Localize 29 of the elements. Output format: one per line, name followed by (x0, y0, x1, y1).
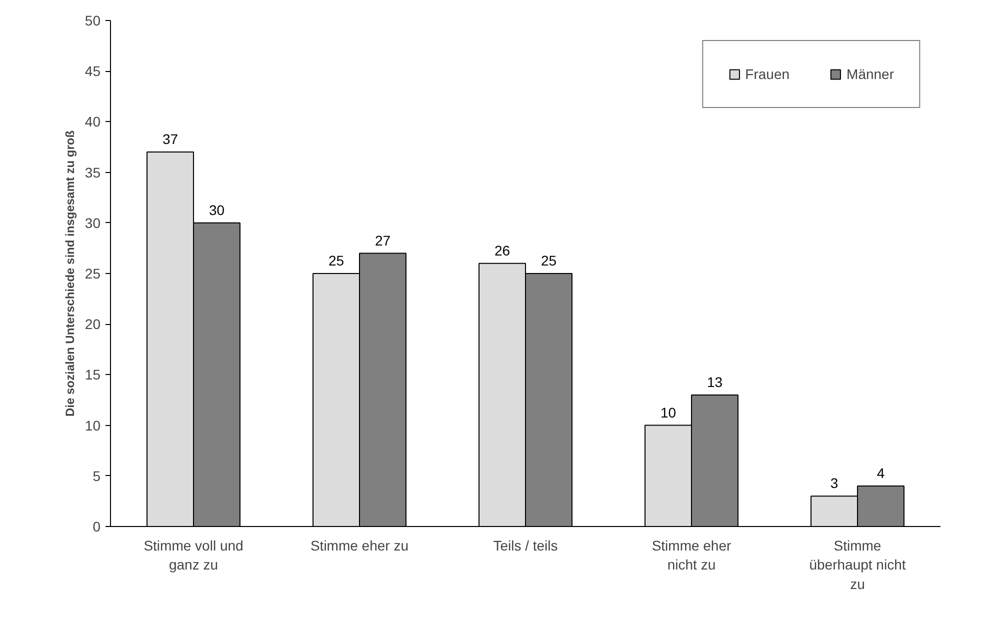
y-tick-label: 25 (84, 266, 101, 282)
data-label: 30 (208, 202, 225, 218)
x-tick-label: Stimme voll und ganz zu (144, 538, 244, 573)
legend-label: Männer (846, 66, 894, 82)
y-tick-label: 30 (84, 214, 101, 231)
y-tick-label: 10 (84, 417, 101, 434)
y-tick-label: 15 (84, 366, 101, 383)
x-tick-label: Stimme eher nicht zu (652, 538, 732, 573)
data-label: 10 (660, 404, 676, 420)
data-label: 25 (540, 252, 557, 268)
data-label: 25 (328, 252, 344, 268)
y-axis-title: Die sozialen Unterschiede sind insgesamt zu groß (62, 130, 77, 417)
data-label: 3 (830, 475, 838, 492)
y-tick-label: 0 (92, 518, 101, 534)
data-label: 4 (876, 465, 885, 482)
y-tick-label: 20 (84, 316, 101, 332)
data-label: 27 (374, 232, 391, 248)
y-tick-label: 5 (92, 468, 101, 484)
data-label: 37 (162, 131, 178, 148)
legend-label: Frauen (745, 66, 790, 82)
x-tick-label: Stimme eher zu (310, 538, 409, 554)
x-tick-label: Teils / teils (493, 538, 558, 554)
x-tick-label: Stimme überhaupt nicht zu (809, 538, 906, 592)
y-tick-label: 35 (84, 164, 101, 180)
y-tick-label: 50 (84, 12, 101, 28)
data-label: 26 (494, 242, 510, 258)
y-tick-label: 45 (84, 63, 101, 80)
data-label: 13 (706, 374, 723, 390)
y-tick-label: 40 (84, 114, 101, 130)
